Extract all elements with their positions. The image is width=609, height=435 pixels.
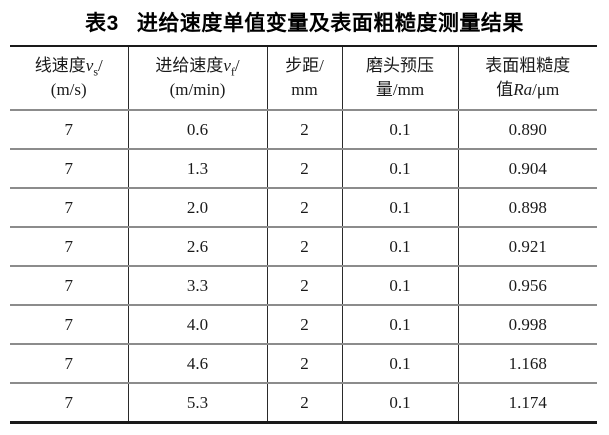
table-cell: 0.890 bbox=[458, 109, 597, 149]
table-cell: 0.1 bbox=[342, 226, 459, 266]
table-cell: 7 bbox=[10, 109, 129, 149]
table-header: 线速度vs/ (m/s) 进给速度vf/ (m/min) 步距/ mm 磨头预压… bbox=[10, 46, 597, 110]
table-cell: 0.1 bbox=[342, 109, 459, 149]
header-line1: 表面粗糙度 bbox=[485, 56, 571, 75]
table-cell: 2 bbox=[267, 187, 343, 227]
table-cell: 3.3 bbox=[128, 265, 268, 305]
header-line1: 磨头预压 bbox=[366, 56, 434, 75]
table-cell: 2 bbox=[267, 343, 343, 383]
table-cell: 7 bbox=[10, 265, 129, 305]
table-cell: 1.3 bbox=[128, 148, 268, 188]
header-line1: 进给速度vf/ bbox=[155, 56, 240, 79]
table-cell: 2 bbox=[267, 148, 343, 188]
table-caption-text: 进给速度单值变量及表面粗糙度测量结果 bbox=[136, 12, 524, 35]
table-cell: 0.1 bbox=[342, 304, 459, 344]
table-body: 7 0.6 2 0.1 0.890 7 1.3 2 0.1 0.904 7 2.… bbox=[10, 109, 597, 423]
table-cell: 2 bbox=[267, 382, 343, 423]
table-cell: 2 bbox=[267, 304, 343, 344]
table-caption: 表3 进给速度单值变量及表面粗糙度测量结果 bbox=[0, 0, 609, 37]
table-cell: 0.1 bbox=[342, 343, 459, 383]
header-line2: 值Ra/μm bbox=[496, 80, 560, 99]
table-caption-label: 表3 bbox=[85, 12, 119, 35]
table-cell: 0.1 bbox=[342, 382, 459, 423]
header-line2: (m/s) bbox=[50, 80, 87, 99]
header-line1: 步距/ bbox=[285, 56, 324, 75]
header-line2: mm bbox=[291, 80, 318, 99]
table-cell: 0.1 bbox=[342, 148, 459, 188]
table-cell: 0.898 bbox=[458, 187, 597, 227]
results-table: 线速度vs/ (m/s) 进给速度vf/ (m/min) 步距/ mm 磨头预压… bbox=[10, 45, 597, 424]
table-cell: 2 bbox=[267, 226, 343, 266]
column-header-step: 步距/ mm bbox=[267, 46, 343, 110]
table-row: 7 0.6 2 0.1 0.890 bbox=[10, 109, 597, 149]
table-row: 7 3.3 2 0.1 0.956 bbox=[10, 265, 597, 305]
column-header-feed-speed: 进给速度vf/ (m/min) bbox=[128, 46, 268, 110]
column-header-line-speed: 线速度vs/ (m/s) bbox=[10, 46, 129, 110]
table-cell: 0.956 bbox=[458, 265, 597, 305]
table-row: 7 1.3 2 0.1 0.904 bbox=[10, 148, 597, 188]
table-cell: 7 bbox=[10, 343, 129, 383]
header-line1: 线速度vs/ bbox=[34, 56, 103, 79]
table-cell: 0.921 bbox=[458, 226, 597, 266]
table-row: 7 2.0 2 0.1 0.898 bbox=[10, 187, 597, 227]
table-cell: 2 bbox=[267, 265, 343, 305]
column-header-roughness: 表面粗糙度 值Ra/μm bbox=[458, 46, 597, 110]
column-header-preload: 磨头预压 量/mm bbox=[342, 46, 459, 110]
table-cell: 0.1 bbox=[342, 265, 459, 305]
table-cell: 5.3 bbox=[128, 382, 268, 423]
table-cell: 2.6 bbox=[128, 226, 268, 266]
table-cell: 2.0 bbox=[128, 187, 268, 227]
table-cell: 1.168 bbox=[458, 343, 597, 383]
table-cell: 7 bbox=[10, 304, 129, 344]
header-row: 线速度vs/ (m/s) 进给速度vf/ (m/min) 步距/ mm 磨头预压… bbox=[10, 46, 597, 110]
table-row: 7 5.3 2 0.1 1.174 bbox=[10, 382, 597, 423]
table-cell: 7 bbox=[10, 382, 129, 423]
table-cell: 7 bbox=[10, 187, 129, 227]
table-row: 7 4.0 2 0.1 0.998 bbox=[10, 304, 597, 344]
table-cell: 2 bbox=[267, 109, 343, 149]
table-cell: 1.174 bbox=[458, 382, 597, 423]
table-cell: 7 bbox=[10, 226, 129, 266]
table-cell: 0.904 bbox=[458, 148, 597, 188]
table-row: 7 4.6 2 0.1 1.168 bbox=[10, 343, 597, 383]
header-line2: 量/mm bbox=[375, 80, 425, 99]
table-cell: 0.6 bbox=[128, 109, 268, 149]
table-cell: 0.1 bbox=[342, 187, 459, 227]
table-cell: 4.6 bbox=[128, 343, 268, 383]
header-line2: (m/min) bbox=[169, 80, 226, 99]
table-row: 7 2.6 2 0.1 0.921 bbox=[10, 226, 597, 266]
table-cell: 0.998 bbox=[458, 304, 597, 344]
table-cell: 4.0 bbox=[128, 304, 268, 344]
table-cell: 7 bbox=[10, 148, 129, 188]
